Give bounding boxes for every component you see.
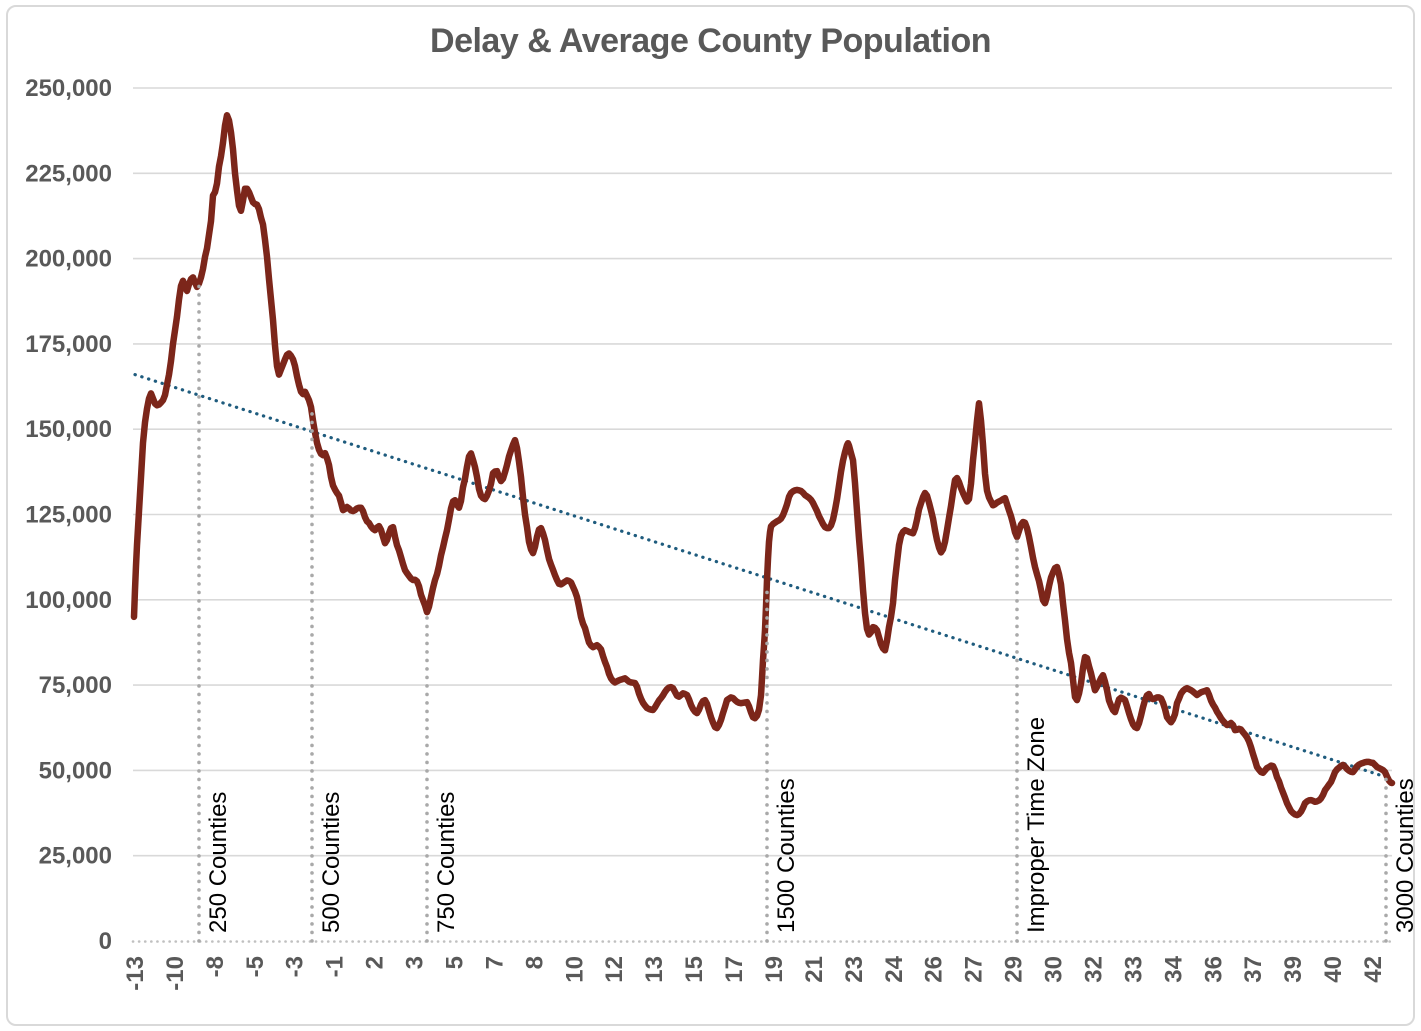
trendline [133, 373, 1394, 781]
annotation-label: 3000 Counties [1392, 778, 1419, 933]
x-axis-tick-label: 3 [402, 956, 429, 969]
y-axis-tick-label: 225,000 [25, 160, 112, 187]
x-axis-tick-label: 37 [1240, 956, 1267, 983]
x-axis-tick-label: 13 [641, 956, 668, 983]
x-axis-tick-label: -13 [122, 956, 149, 991]
series-line-average-county-population [130, 112, 1396, 819]
x-axis-tick-label: -3 [282, 956, 309, 977]
x-axis-tick-label: 36 [1200, 956, 1227, 983]
x-axis-tick-label: 30 [1041, 956, 1068, 983]
y-axis-tick-label: 25,000 [39, 843, 112, 870]
y-axis-tick-label: 100,000 [25, 587, 112, 614]
x-axis-tick-label: -10 [162, 956, 189, 991]
annotation-label: 750 Counties [433, 792, 460, 933]
x-axis-tick-label: 27 [961, 956, 988, 983]
annotation-label: 1500 Counties [773, 778, 800, 933]
x-axis-tick-label: 34 [1160, 955, 1187, 982]
y-axis-tick-label: 125,000 [25, 502, 112, 529]
x-axis-tick-label: 24 [881, 955, 908, 982]
x-axis-tick-label: 17 [721, 956, 748, 983]
x-axis-tick-label: 32 [1080, 956, 1107, 983]
x-axis-tick-label: 29 [1001, 956, 1028, 983]
x-axis-tick-label: 19 [761, 956, 788, 983]
annotation-label: 500 Counties [318, 792, 345, 933]
chart-title: Delay & Average County Population [430, 22, 991, 60]
x-axis-tick-label: 21 [801, 956, 828, 983]
x-axis-tick-label: 26 [921, 956, 948, 983]
x-axis-tick-label: 8 [521, 956, 548, 969]
y-axis-tick-label: 200,000 [25, 246, 112, 273]
annotation-label: Improper Time Zone [1023, 717, 1050, 933]
x-axis-tick-label: -1 [322, 956, 349, 977]
x-axis-tick-label: 5 [441, 956, 468, 969]
y-axis-tick-label: 50,000 [39, 757, 112, 784]
x-axis-tick-label: 33 [1120, 956, 1147, 983]
x-axis-tick-label: 42 [1360, 956, 1387, 983]
x-axis-tick-label: -8 [202, 956, 229, 977]
y-axis-tick-label: 75,000 [39, 672, 112, 699]
y-axis-tick-label: 175,000 [25, 331, 112, 358]
x-axis-tick-label: 2 [362, 956, 389, 969]
x-axis-tick-label: 40 [1320, 956, 1347, 983]
x-axis-tick-label: 12 [601, 956, 628, 983]
x-axis-tick-label: 15 [681, 956, 708, 983]
x-axis-tick-label: 10 [561, 956, 588, 983]
annotation-label: 250 Counties [205, 792, 232, 933]
y-axis-tick-label: 250,000 [25, 75, 112, 102]
x-axis-tick-label: 39 [1280, 956, 1307, 983]
x-axis-tick-label: 23 [841, 956, 868, 983]
x-axis-tick-label: 7 [481, 956, 508, 969]
y-axis-tick-label: 0 [99, 928, 112, 955]
y-axis-tick-label: 150,000 [25, 416, 112, 443]
x-axis-tick-label: -5 [242, 956, 269, 977]
